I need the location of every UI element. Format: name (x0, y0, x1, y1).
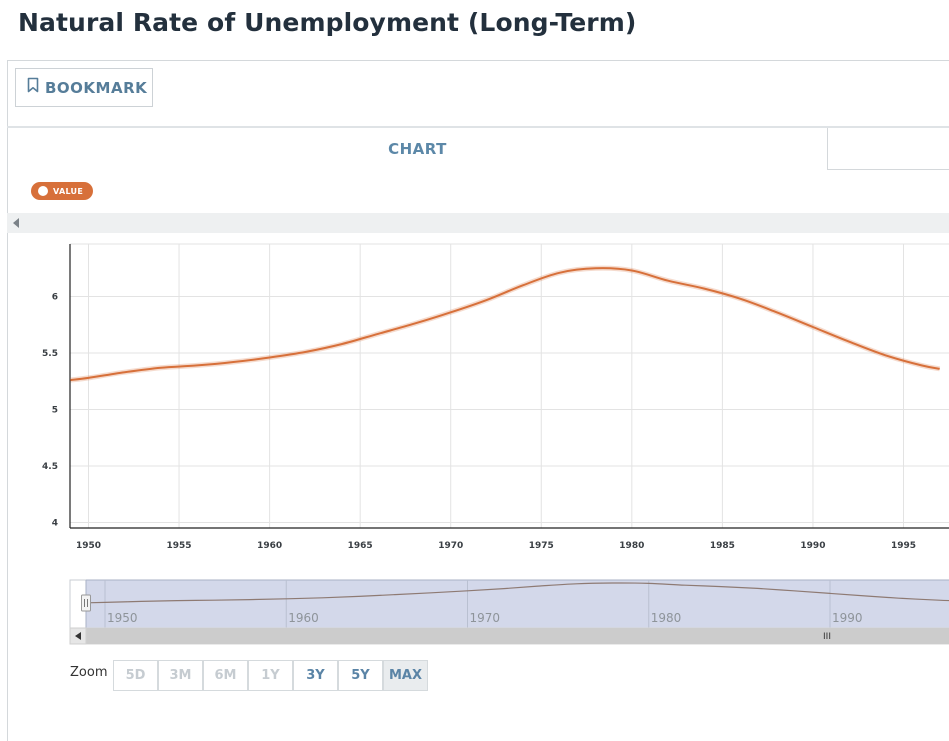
y-tick-label: 4.5 (42, 462, 58, 472)
data-point (883, 353, 887, 357)
bookmark-button[interactable]: BOOKMARK (15, 68, 153, 107)
x-tick-label: 1955 (167, 541, 192, 551)
data-point (594, 266, 598, 270)
page-title: Natural Rate of Unemployment (Long-Term) (18, 8, 637, 37)
navigator-tick-label: 1990 (832, 611, 863, 625)
y-tick-label: 4 (52, 519, 58, 529)
zoom-label: Zoom (70, 665, 108, 680)
data-point (87, 376, 91, 380)
x-tick-label: 1965 (348, 541, 373, 551)
data-point (847, 340, 851, 344)
bookmark-label: BOOKMARK (45, 78, 148, 97)
data-point (557, 271, 561, 275)
zoom-button-group: 5D 3M 6M 1Y 3Y 5Y MAX (113, 660, 428, 691)
data-point (68, 378, 72, 382)
y-tick-label: 5 (52, 406, 58, 416)
y-tick-label: 6 (52, 293, 58, 303)
zoom-button-max[interactable]: MAX (383, 660, 428, 691)
x-tick-label: 1950 (76, 541, 101, 551)
scrollbar-grip-icon: III (823, 632, 831, 642)
data-point (340, 342, 344, 346)
x-tick-label: 1985 (710, 541, 735, 551)
x-tick-label: 1975 (529, 541, 554, 551)
data-point (739, 297, 743, 301)
data-point (521, 283, 525, 287)
zoom-button-5d[interactable]: 5D (113, 660, 158, 691)
top-scrollbar[interactable] (7, 213, 949, 233)
plot-grid (70, 243, 949, 528)
data-point (376, 332, 380, 336)
legend-item-value[interactable]: VALUE (31, 182, 93, 200)
data-point (413, 322, 417, 326)
legend-dot-icon (38, 186, 48, 196)
x-tick-label: 1970 (438, 541, 463, 551)
data-point (304, 350, 308, 354)
tabs-divider (7, 126, 949, 128)
navigator-scrollbar[interactable]: III (69, 627, 949, 645)
x-tick-label: 1960 (257, 541, 282, 551)
series-line (70, 267, 940, 382)
navigator-tick-label: 1980 (651, 611, 682, 625)
navigator-left-handle[interactable] (81, 594, 91, 612)
zoom-button-6m[interactable]: 6M (203, 660, 248, 691)
navigator-tick-label: 1970 (470, 611, 501, 625)
data-point (268, 356, 272, 360)
data-point (630, 269, 634, 273)
x-tick-label: 1995 (891, 541, 916, 551)
plot-series (68, 265, 942, 383)
x-tick-label: 1990 (800, 541, 825, 551)
data-point (811, 325, 815, 329)
x-tick-label: 1980 (619, 541, 644, 551)
data-point (485, 298, 489, 302)
data-point (920, 363, 924, 367)
navigator-tick-label: 1950 (107, 611, 138, 625)
scroll-left-arrow-icon (75, 632, 81, 640)
legend-label: VALUE (53, 186, 84, 196)
data-point (123, 370, 127, 374)
navigator-tick-label: 1960 (288, 611, 319, 625)
data-point (775, 310, 779, 314)
zoom-button-1y[interactable]: 1Y (248, 660, 293, 691)
navigator-series-line (86, 582, 949, 604)
zoom-button-5y[interactable]: 5Y (338, 660, 383, 691)
y-tick-label: 5.5 (42, 349, 58, 359)
data-point (231, 360, 235, 364)
plot-axes (69, 244, 949, 529)
zoom-button-3y[interactable]: 3Y (293, 660, 338, 691)
data-point (938, 367, 942, 371)
content-panel (7, 60, 949, 741)
data-point (195, 363, 199, 367)
zoom-button-3m[interactable]: 3M (158, 660, 203, 691)
plot-ticks: 1950 1955 1960 1965 1970 1975 1980 1985 1990 1995… (42, 293, 916, 552)
data-point (449, 310, 453, 314)
tab-secondary[interactable] (827, 128, 949, 170)
data-point (159, 366, 163, 370)
scrollbar-thumb (86, 628, 949, 644)
chart-svg: 1950 1955 1960 1965 1970 1975 1980 1985 1990 1995… (42, 243, 949, 645)
data-point (666, 279, 670, 283)
data-point (702, 287, 706, 291)
series-line-halo (70, 265, 941, 383)
scroll-left-arrow-icon[interactable] (13, 218, 19, 228)
bookmark-icon (27, 77, 45, 98)
tab-chart[interactable]: CHART (388, 140, 447, 158)
